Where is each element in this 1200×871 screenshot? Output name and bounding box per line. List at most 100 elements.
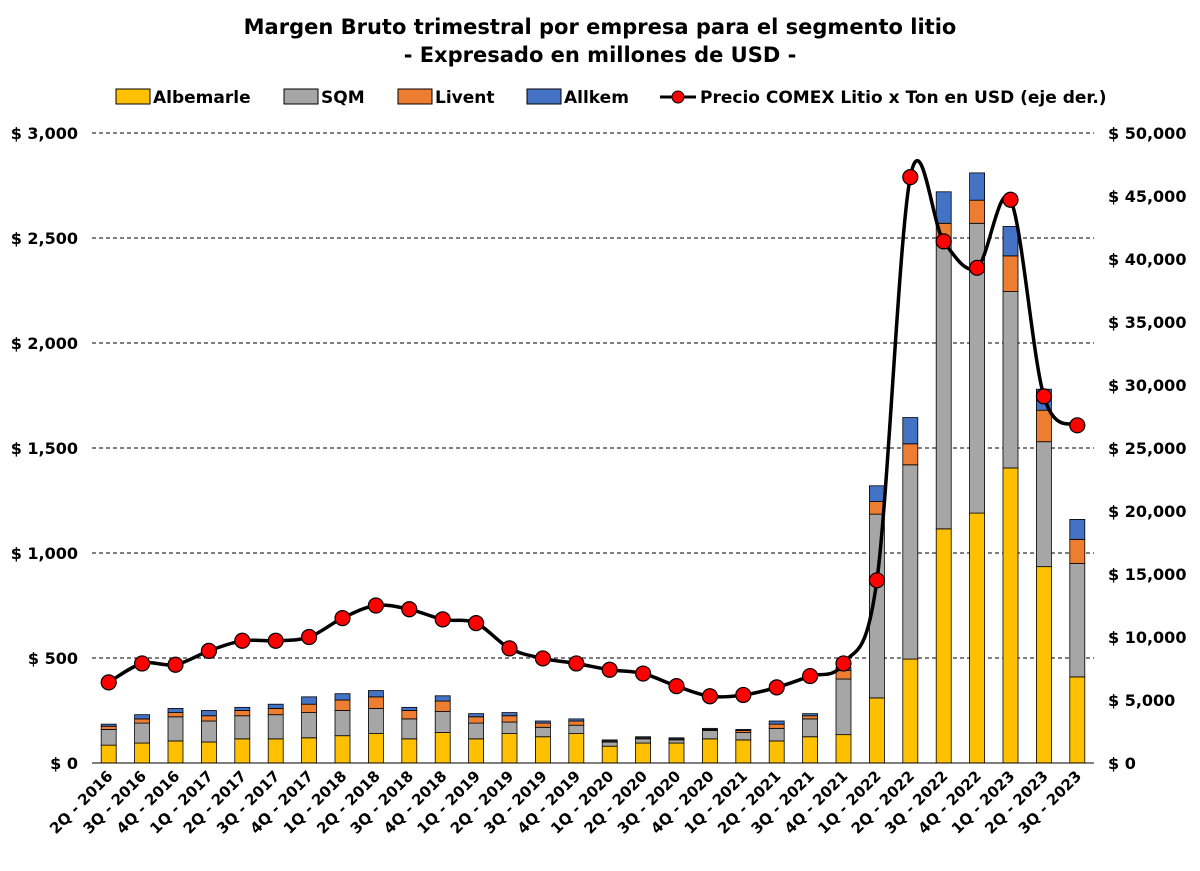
price-point (468, 615, 485, 632)
legend-label-livent: Livent (435, 88, 495, 108)
bar-albemarle (535, 736, 551, 764)
price-point (267, 632, 284, 649)
bar-allkem (601, 739, 618, 742)
y-axis-right: $ 0 $ 5,000 $ 10,000 $ 15,000 $ 20,000 $ 25,0… (1108, 124, 1186, 773)
bar-albemarle (935, 528, 952, 764)
bar-allkem (468, 713, 485, 718)
bar-livent (434, 700, 451, 712)
bar-sqm (167, 716, 184, 742)
bar-albemarle (601, 745, 618, 764)
bar-albemarle (768, 740, 785, 764)
legend-swatch-sqm (283, 88, 319, 105)
bar-allkem (802, 713, 818, 717)
bar-sqm (267, 714, 284, 740)
bar-sqm (935, 241, 952, 530)
legend-label-allkem: Allkem (564, 88, 629, 108)
bar-sqm (601, 741, 618, 747)
y-left-tick-label: $ 2,000 (11, 334, 78, 353)
legend-marker-price (671, 90, 685, 104)
bar-albemarle (1069, 676, 1086, 764)
price-point (534, 650, 552, 667)
bar-livent (100, 725, 117, 730)
bar-sqm (802, 718, 818, 738)
chart-title: Margen Bruto trimestral por empresa para… (244, 15, 957, 39)
bar-allkem (969, 172, 985, 201)
bar-allkem (434, 695, 451, 702)
bar-albemarle (869, 697, 885, 764)
bar-allkem (735, 729, 752, 731)
y-axis-left: $ 0 $ 500 $ 1,000 $ 1,500 $ 2,000 $ 2,500 $ 3,… (11, 124, 78, 773)
legend-swatch-albemarle (115, 88, 151, 105)
price-point (768, 679, 785, 696)
bar-albemarle (401, 738, 418, 764)
bar-sqm (401, 718, 418, 740)
bar-sqm (301, 712, 318, 739)
bar-sqm (234, 715, 251, 740)
bar-livent (768, 723, 785, 729)
y-right-tick-label: $ 20,000 (1108, 502, 1186, 521)
legend-label-albemarle: Albemarle (153, 88, 251, 108)
y-right-tick-label: $ 50,000 (1108, 124, 1186, 143)
bar-livent (367, 696, 384, 709)
y-left-tick-label: $ 3,000 (11, 124, 78, 143)
bar-allkem (501, 712, 518, 717)
bar-allkem (301, 696, 318, 705)
bar-albemarle (301, 737, 318, 764)
y-right-tick-label: $ 30,000 (1108, 376, 1186, 395)
price-point (935, 233, 952, 250)
price-line-path (107, 158, 1079, 699)
bar-livent (234, 710, 251, 717)
chart-subtitle: - Expresado en millones de USD - (404, 43, 797, 67)
bar-albemarle (835, 734, 852, 764)
bar-livent (1036, 409, 1052, 443)
price-point (701, 688, 719, 705)
price-point (234, 632, 251, 649)
bar-allkem (401, 706, 418, 711)
price-point (634, 665, 652, 682)
bar-allkem (768, 720, 785, 725)
price-point (334, 609, 351, 627)
bar-livent (1002, 255, 1019, 292)
price-point (601, 661, 618, 678)
price-point (401, 601, 418, 618)
y-right-tick-label: $ 0 (1108, 754, 1136, 773)
price-point (835, 655, 852, 672)
price-line (100, 158, 1086, 705)
bar-livent (969, 199, 985, 224)
bar-livent (468, 716, 485, 724)
y-right-tick-label: $ 10,000 (1108, 628, 1186, 647)
price-point (167, 656, 184, 673)
bar-albemarle (334, 735, 351, 764)
bar-albemarle (267, 738, 284, 764)
legend-label-sqm: SQM (321, 88, 365, 108)
bar-allkem (1002, 226, 1019, 257)
bar-albemarle (234, 738, 251, 764)
bar-sqm (568, 724, 585, 735)
bar-albemarle (200, 741, 217, 764)
price-point (668, 678, 685, 695)
bars (100, 172, 1086, 764)
bar-sqm (434, 711, 451, 733)
price-point (902, 169, 919, 186)
y-right-tick-label: $ 45,000 (1108, 187, 1186, 206)
price-point (801, 667, 819, 685)
bar-allkem (134, 714, 151, 720)
bar-sqm (735, 732, 752, 741)
bar-livent (134, 718, 151, 724)
gridlines (92, 132, 1094, 659)
bar-livent (267, 708, 284, 716)
bar-sqm (334, 710, 351, 737)
bar-allkem (267, 703, 284, 709)
bar-allkem (1069, 519, 1086, 540)
y-left-tick-label: $ 1,500 (11, 439, 78, 458)
y-left-tick-label: $ 2,500 (11, 229, 78, 248)
bar-albemarle (501, 733, 518, 764)
bar-livent (401, 710, 418, 720)
bar-sqm (134, 722, 151, 744)
price-point (301, 628, 318, 646)
bar-sqm (668, 739, 685, 744)
price-point (434, 611, 451, 628)
price-point (1069, 417, 1086, 434)
